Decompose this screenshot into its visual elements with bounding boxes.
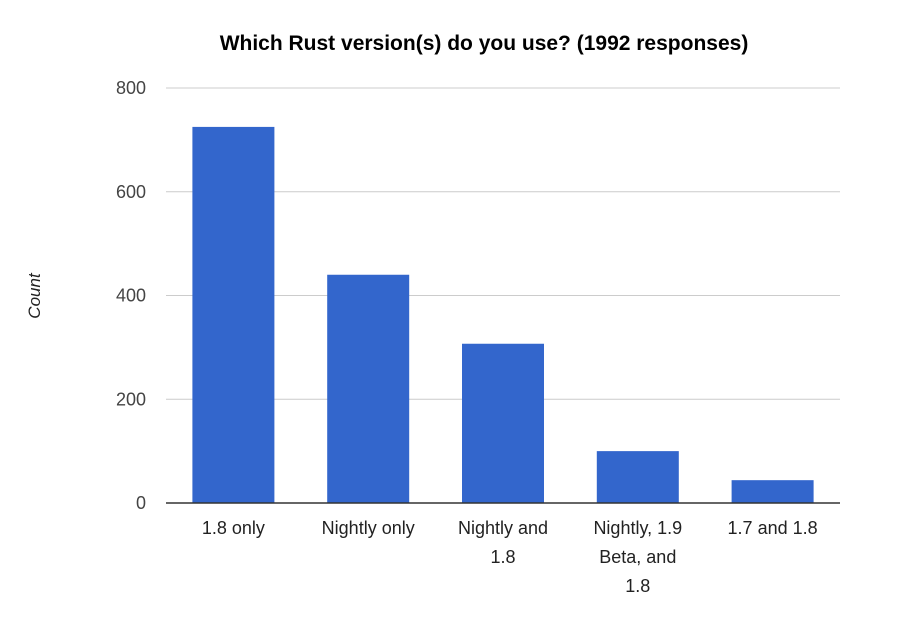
y-axis-ticks: 0 200 400 600 800 <box>116 78 146 513</box>
bars <box>192 126 814 503</box>
y-axis-label: Count <box>25 272 44 319</box>
x-tick-label: Nightly only <box>322 518 415 538</box>
chart-title: Which Rust version(s) do you use? (1992 … <box>220 32 749 55</box>
bar <box>596 451 679 503</box>
bar <box>731 480 814 503</box>
x-tick-label: Nightly and 1.8 <box>458 518 548 567</box>
x-tick-label: 1.7 and 1.8 <box>728 518 818 538</box>
y-tick-label: 200 <box>116 389 146 409</box>
x-axis-categories: 1.8 only Nightly only Nightly and 1.8 Nightl… <box>202 518 818 596</box>
bar <box>327 274 410 503</box>
y-tick-label: 800 <box>116 78 146 98</box>
bar <box>192 126 275 503</box>
x-tick-label: 1.8 only <box>202 518 265 538</box>
y-tick-label: 400 <box>116 286 146 306</box>
y-tick-label: 600 <box>116 182 146 202</box>
bar <box>462 343 544 503</box>
y-tick-label: 0 <box>136 493 146 513</box>
x-tick-label: Nightly, 1.9 Beta, and 1.8 <box>593 518 682 596</box>
